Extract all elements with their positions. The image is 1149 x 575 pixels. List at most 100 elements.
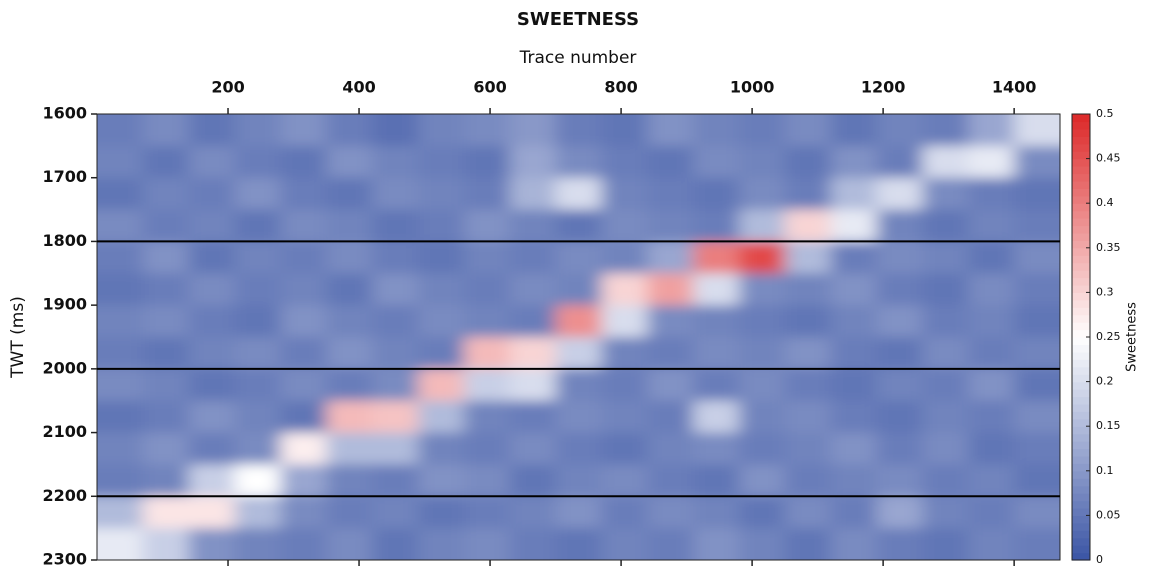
heatmap-cell [922, 528, 969, 560]
heatmap-cell [509, 177, 557, 211]
heatmap-cell [188, 145, 236, 179]
heatmap-cell [784, 305, 832, 338]
heatmap-cell [693, 145, 740, 179]
colorbar-tick-label: 0.25 [1096, 330, 1121, 343]
heatmap-cell [693, 209, 740, 242]
heatmap-cell [601, 305, 648, 338]
heatmap-cell [693, 177, 740, 211]
heatmap-cell [188, 368, 236, 402]
heatmap-cell [555, 368, 602, 402]
heatmap-cell [876, 241, 923, 274]
colorbar-segment [1072, 337, 1090, 346]
heatmap-cell [142, 177, 190, 211]
heatmap-cell [280, 464, 327, 497]
heatmap-cell [739, 114, 786, 147]
heatmap-cell [922, 177, 969, 211]
heatmap-cell [693, 496, 740, 529]
heatmap-cell [784, 209, 832, 242]
heatmap-cell [1014, 273, 1060, 306]
heatmap-cell [601, 114, 648, 147]
heatmap-cell [142, 496, 190, 529]
heatmap-cell [372, 305, 419, 338]
heatmap-cell [647, 273, 694, 306]
heatmap-cell [830, 305, 878, 338]
heatmap-cell [326, 114, 373, 147]
heatmap-cell [372, 337, 419, 370]
heatmap-cell [418, 496, 465, 529]
heatmap-cell [830, 114, 878, 147]
heatmap-cell [1014, 209, 1060, 242]
heatmap-cell [647, 114, 694, 147]
colorbar-segment [1072, 441, 1090, 450]
y-tick-label: 2300 [42, 550, 87, 569]
heatmap-cell [601, 273, 648, 306]
heatmap-cell [463, 145, 511, 179]
colorbar-segment [1072, 240, 1090, 249]
heatmap-cell [647, 305, 694, 338]
heatmap-cell [647, 432, 694, 465]
heatmap-cell [142, 432, 190, 465]
heatmap-cell [142, 400, 190, 434]
colorbar-tick-label: 0.1 [1096, 464, 1114, 477]
heatmap-cell [188, 114, 236, 147]
colorbar-segment [1072, 493, 1090, 502]
heatmap-cell [97, 400, 144, 434]
heatmap-cell [1014, 400, 1060, 434]
heatmap-cell [280, 368, 327, 402]
heatmap-cell [372, 145, 419, 179]
heatmap-cell [509, 464, 557, 497]
heatmap-cell [739, 496, 786, 529]
heatmap-cell [876, 177, 923, 211]
x-tick-label: 200 [211, 78, 244, 97]
heatmap-cell [326, 432, 373, 465]
heatmap-cell [509, 241, 557, 274]
heatmap-cell [97, 432, 144, 465]
heatmap-cell [234, 528, 281, 560]
heatmap-cell [922, 305, 969, 338]
heatmap-cell [739, 177, 786, 211]
heatmap-cell [326, 496, 373, 529]
colorbar-tick-label: 0.5 [1096, 107, 1114, 120]
colorbar-label: Sweetness [1125, 302, 1140, 372]
y-tick-label: 1900 [42, 295, 87, 314]
colorbar-segment [1072, 314, 1090, 323]
heatmap-cell [876, 528, 923, 560]
heatmap-cell [968, 464, 1015, 497]
colorbar-segment [1072, 433, 1090, 442]
heatmap-cell [372, 464, 419, 497]
colorbar-segment [1072, 396, 1090, 405]
heatmap-cell [234, 209, 281, 242]
heatmap-cell [784, 241, 832, 274]
heatmap-cell [922, 432, 969, 465]
heatmap-cell [142, 241, 190, 274]
heatmap-cell [968, 432, 1015, 465]
heatmap-cell [188, 241, 236, 274]
heatmap-cell [830, 400, 878, 434]
heatmap-cell [601, 209, 648, 242]
heatmap-cell [830, 177, 878, 211]
colorbar-tick-label: 0.4 [1096, 196, 1114, 209]
colorbar-segment [1072, 158, 1090, 167]
heatmap-cell [326, 464, 373, 497]
heatmap-cell [601, 464, 648, 497]
heatmap-cell [97, 114, 144, 147]
x-tick-label: 1000 [730, 78, 775, 97]
heatmap-cell [693, 368, 740, 402]
heatmap-cell [326, 528, 373, 560]
heatmap-cell [463, 209, 511, 242]
colorbar-segment [1072, 344, 1090, 353]
heatmap-cell [280, 209, 327, 242]
colorbar-tick-label: 0.35 [1096, 241, 1121, 254]
heatmap-cell [1014, 368, 1060, 402]
colorbar-segment [1072, 448, 1090, 457]
heatmap-cell [418, 114, 465, 147]
heatmap-cell [739, 368, 786, 402]
heatmap-cell [968, 528, 1015, 560]
heatmap-cell [234, 114, 281, 147]
heatmap-cell [784, 496, 832, 529]
colorbar-tick-label: 0.2 [1096, 375, 1114, 388]
heatmap-cell [693, 337, 740, 370]
heatmap-cell [876, 337, 923, 370]
heatmap-cell [693, 528, 740, 560]
colorbar-segment [1072, 411, 1090, 420]
